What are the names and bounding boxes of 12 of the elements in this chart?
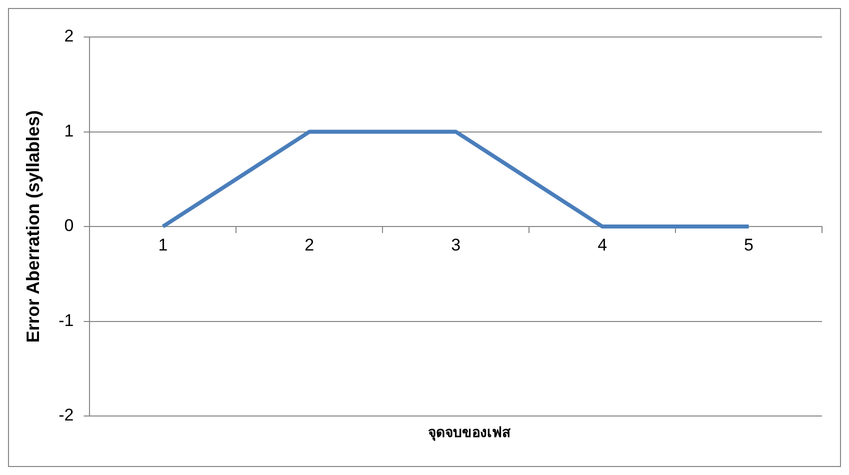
- y-tick-label: -1: [58, 310, 74, 330]
- x-tick-label: 4: [598, 235, 608, 254]
- x-tick-label: 5: [744, 235, 754, 254]
- y-tick-label: 1: [64, 121, 74, 140]
- x-tick-label: 3: [451, 235, 461, 254]
- x-axis-title: จุดจบของเฟส: [427, 424, 512, 443]
- y-tick-label: -2: [58, 406, 74, 425]
- y-tick-label: 0: [64, 216, 74, 236]
- y-axis-title: Error Aberration (syllables): [22, 110, 43, 343]
- x-tick-label: 2: [304, 235, 314, 254]
- x-tick-label: 1: [158, 235, 168, 254]
- y-tick-label: 2: [64, 26, 74, 46]
